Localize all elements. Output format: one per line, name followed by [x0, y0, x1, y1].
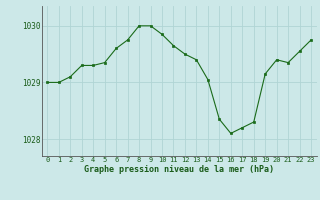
X-axis label: Graphe pression niveau de la mer (hPa): Graphe pression niveau de la mer (hPa) [84, 165, 274, 174]
